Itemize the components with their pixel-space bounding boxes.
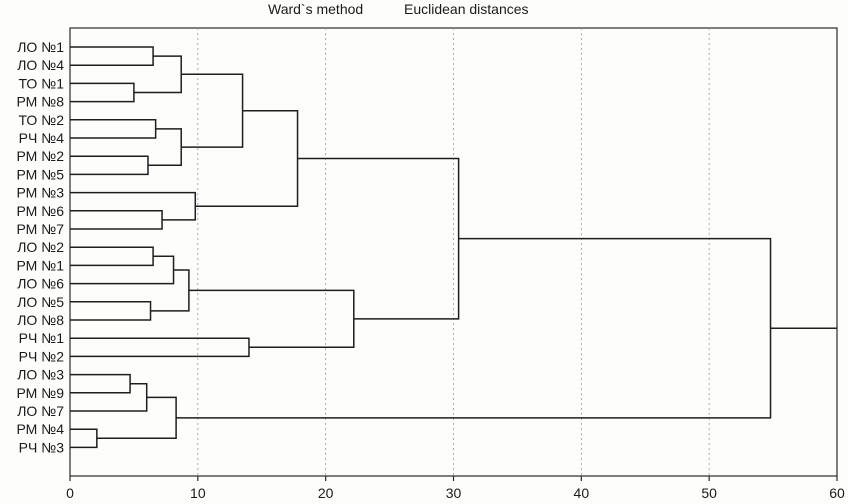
leaf-label: РМ №4: [16, 421, 64, 437]
dendrogram-link: [70, 119, 157, 139]
dendrogram-link: [96, 396, 177, 440]
dendrogram-link: [133, 55, 182, 94]
leaf-label: РМ №7: [16, 221, 64, 237]
leaf-label: РМ №3: [16, 185, 64, 201]
leaf-label: ТО №2: [18, 112, 64, 128]
dendrogram-link: [70, 382, 148, 412]
leaf-label: ЛО №4: [17, 57, 64, 73]
dendrogram-link: [70, 255, 175, 285]
leaf-label: ЛО №2: [17, 239, 64, 255]
leaf-label: РЧ №2: [19, 348, 65, 364]
leaf-labels: ЛО №1 ЛО №4 ТО №1 РМ №8 ТО №2 РЧ №4 РМ №2 РМ №5…: [16, 39, 64, 455]
x-tick-label: 50: [701, 485, 717, 501]
leaf-label: РЧ №4: [19, 130, 65, 146]
dendrogram-link: [70, 155, 149, 176]
x-tick-label: 30: [446, 485, 462, 501]
dendrogram-link: [70, 210, 163, 230]
dendrogram-link: [181, 73, 244, 148]
leaf-label: ЛО №5: [17, 294, 64, 310]
x-axis: 0 10 20 30 40 50 60: [66, 476, 845, 501]
x-tick-label: 40: [574, 485, 590, 501]
dendrogram-link: [70, 301, 152, 321]
grid-lines: [197, 28, 710, 476]
leaf-label: РЧ №3: [19, 439, 65, 455]
x-tick-label: 0: [66, 485, 74, 501]
dendrogram-link: [70, 337, 250, 358]
leaf-label: ЛО №3: [17, 367, 64, 383]
dendrogram-link: [70, 191, 197, 221]
leaf-label: ЛО №1: [17, 39, 64, 55]
leaf-label: ТО №1: [18, 75, 64, 91]
chart-title: Ward`s method: [268, 1, 363, 17]
dendrogram-link: [150, 269, 190, 312]
leaf-label: РМ №1: [16, 257, 64, 273]
leaf-label: ЛО №8: [17, 312, 64, 328]
dendrogram-link: [70, 46, 154, 66]
leaf-label: РМ №6: [16, 203, 64, 219]
dendrogram-link: [147, 128, 182, 167]
dendrogram-link: [195, 109, 299, 207]
leaf-label: РЧ №1: [19, 330, 65, 346]
x-tick-label: 20: [318, 485, 334, 501]
dendrogram-link: [70, 373, 131, 394]
leaf-label: РМ №8: [16, 94, 64, 110]
dendrogram-link: [70, 82, 135, 103]
leaf-label: РМ №2: [16, 148, 64, 164]
leaf-label: ЛО №6: [17, 276, 64, 292]
dendrogram-link: [70, 246, 154, 267]
dendrogram-link: [176, 237, 772, 419]
leaf-label: ЛО №7: [17, 403, 64, 419]
dendrogram-link: [70, 428, 98, 449]
x-tick-label: 60: [829, 485, 845, 501]
leaf-label: РМ №9: [16, 385, 64, 401]
dendrogram-link: [297, 157, 460, 320]
leaf-label: РМ №5: [16, 166, 64, 182]
x-tick-label: 10: [190, 485, 206, 501]
dendrogram-links: [70, 46, 837, 449]
chart-subtitle: Euclidean distances: [404, 1, 529, 17]
